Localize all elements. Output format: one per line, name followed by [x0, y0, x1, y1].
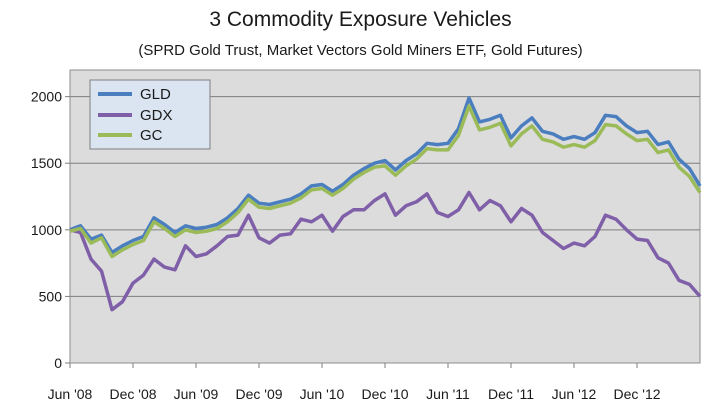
series-lines — [69, 96, 702, 312]
y-axis: 0 500 1000 1500 2000 — [31, 89, 70, 371]
legend-label-gc: GC — [140, 127, 163, 144]
legend-label-gdx: GDX — [140, 107, 173, 124]
x-axis: Jun '08 Dec '08 Jun '09 Dec '09 Jun '10 Dec '… — [48, 363, 661, 402]
x-tick-label: Dec '08 — [109, 386, 156, 402]
series-line-gdx — [69, 190, 702, 312]
x-tick-label: Dec '12 — [613, 386, 660, 402]
x-tick-label: Jun '10 — [300, 386, 345, 402]
y-tick-label: 2000 — [31, 89, 62, 105]
x-tick-label: Dec '11 — [488, 386, 534, 402]
x-tick-label: Jun '12 — [552, 386, 597, 402]
series-line-gld — [69, 96, 702, 255]
y-tick-label: 500 — [39, 288, 63, 304]
chart-subtitle: (SPRD Gold Trust, Market Vectors Gold Mi… — [138, 42, 583, 59]
y-tick-label: 0 — [54, 355, 62, 371]
y-tick-label: 1000 — [31, 222, 62, 238]
x-tick-label: Jun '08 — [48, 386, 93, 402]
x-tick-label: Jun '09 — [174, 386, 219, 402]
x-tick-label: Dec '10 — [361, 386, 408, 402]
x-tick-label: Dec '09 — [235, 386, 282, 402]
chart-title: 3 Commodity Exposure Vehicles — [209, 8, 512, 31]
series-line-gc — [69, 104, 702, 259]
legend: GLD GDX GC — [89, 79, 211, 150]
legend-label-gld: GLD — [140, 86, 171, 103]
y-tick-label: 1500 — [31, 155, 62, 171]
x-tick-label: Jun '11 — [426, 386, 470, 402]
